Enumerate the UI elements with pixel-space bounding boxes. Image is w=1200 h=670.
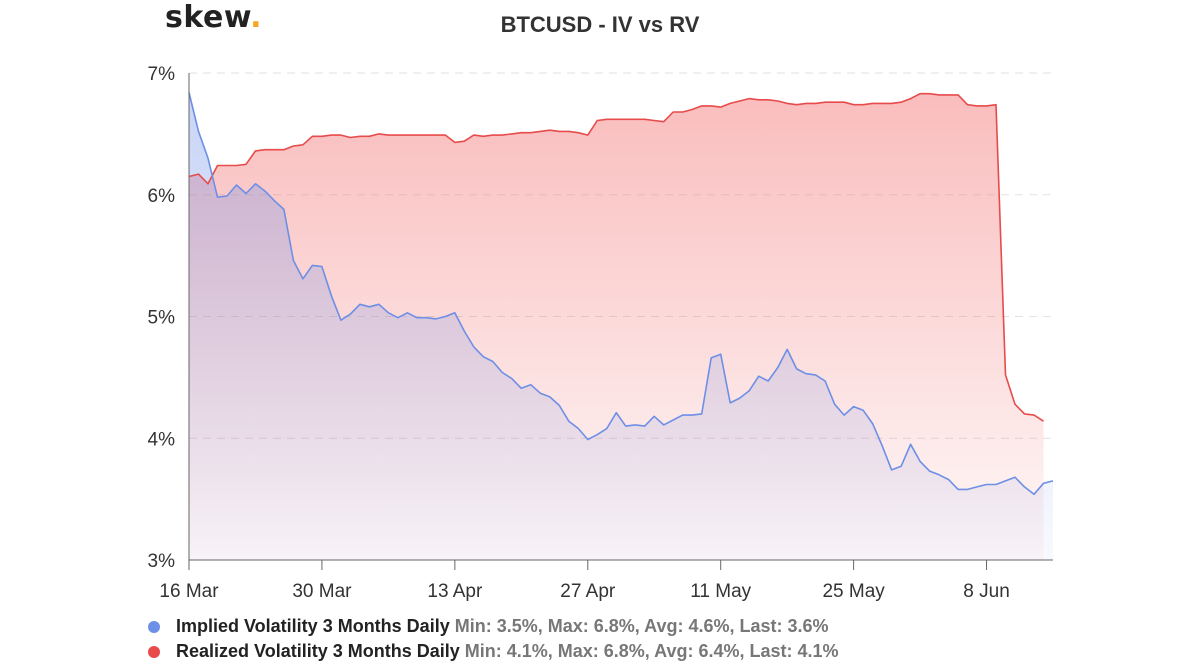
y-tick-label: 4% xyxy=(148,429,176,450)
skew-logo: skew. xyxy=(165,0,263,35)
series-areas xyxy=(189,92,1053,560)
legend-marker-implied xyxy=(148,621,160,634)
y-tick-label: 3% xyxy=(148,551,176,572)
x-tick-label: 8 Jun xyxy=(963,581,1009,602)
series-line-realized xyxy=(188,92,1044,422)
legend-item-implied-volatility[interactable]: Implied Volatility 3 Months Daily Min: 3… xyxy=(148,616,829,637)
series-area-implied xyxy=(189,92,1053,560)
chart-title: BTCUSD - IV vs RV xyxy=(500,12,700,37)
x-tick-label: 30 Mar xyxy=(292,581,352,602)
legend-item-realized-volatility[interactable]: Realized Volatility 3 Months Daily Min: … xyxy=(148,641,839,662)
x-tick-labels: 16 Mar 30 Mar 13 Apr 27 Apr 11 May 25 May 8 Ju… xyxy=(159,581,1009,602)
axes xyxy=(188,73,1053,570)
legend-stats-realized: Min: 4.1%, Max: 6.8%, Avg: 6.4%, Last: 4… xyxy=(464,641,839,661)
y-tick-label: 7% xyxy=(148,64,176,85)
legend-stats-implied: Min: 3.5%, Max: 6.8%, Avg: 4.6%, Last: 3… xyxy=(454,616,829,636)
series-lines xyxy=(188,92,1054,496)
x-tick-label: 11 May xyxy=(690,581,751,602)
legend-label-realized: Realized Volatility 3 Months Daily xyxy=(176,641,460,661)
x-tick-label: 27 Apr xyxy=(560,581,616,602)
y-tick-label: 6% xyxy=(148,186,176,207)
y-tick-labels: 3% 4% 5% 6% 7% xyxy=(148,64,176,572)
x-tick-label: 13 Apr xyxy=(427,581,483,602)
y-tick-label: 5% xyxy=(148,308,176,329)
series-line-implied xyxy=(188,92,1054,496)
legend-label-implied: Implied Volatility 3 Months Daily xyxy=(176,616,450,636)
legend-marker-realized xyxy=(148,646,160,659)
x-tick-label: 25 May xyxy=(822,581,885,602)
x-tick-label: 16 Mar xyxy=(159,581,219,602)
